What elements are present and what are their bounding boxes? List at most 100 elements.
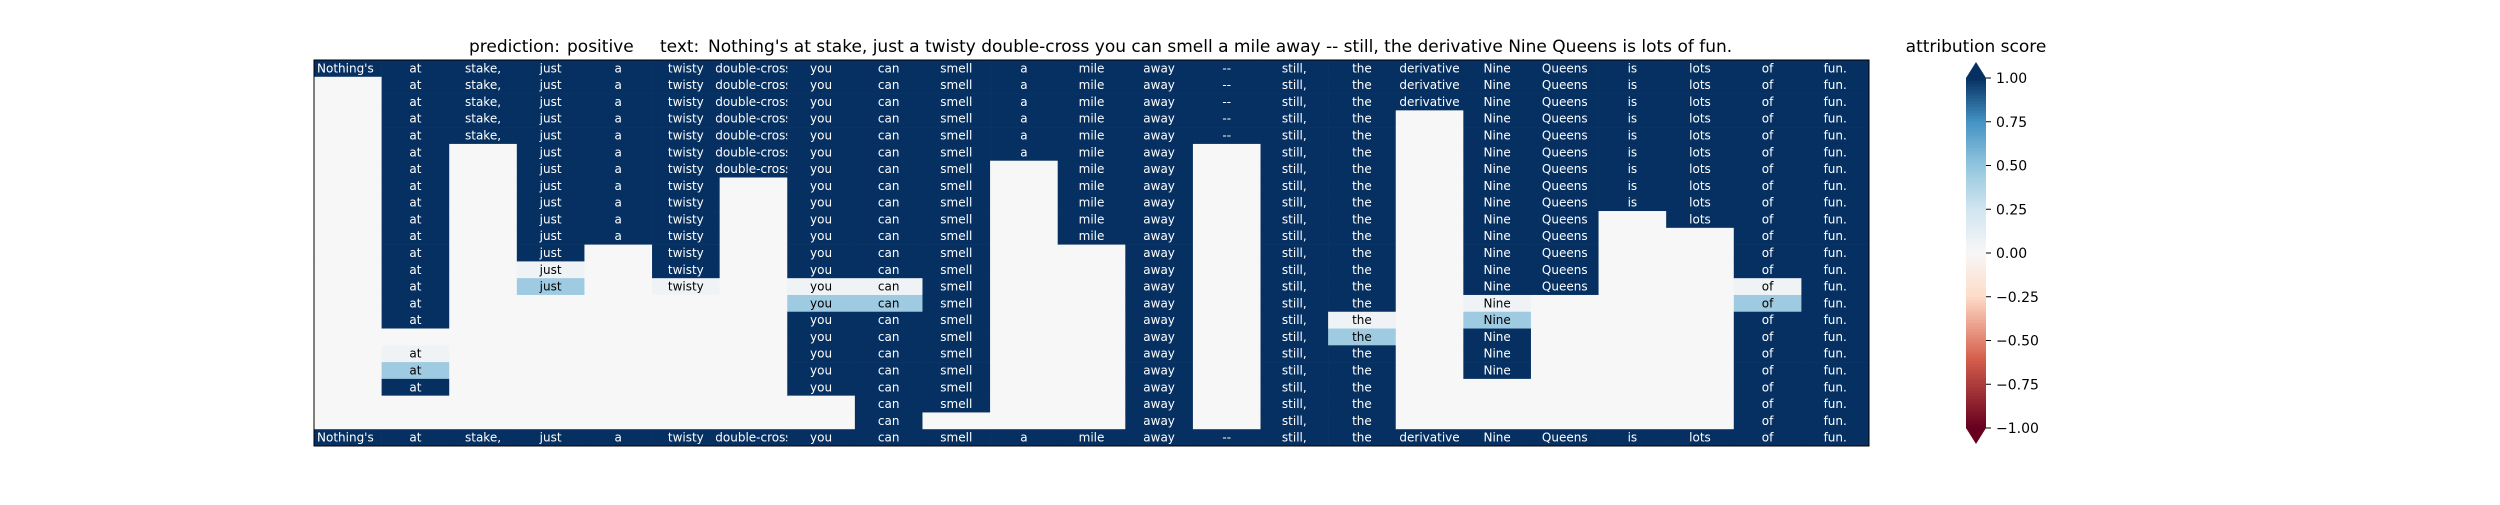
heatmap-cell: [922, 211, 991, 229]
heatmap-cell: [854, 294, 923, 313]
heatmap-cell: [314, 143, 382, 161]
heatmap-cell: [1192, 177, 1261, 195]
heatmap-cell-label: you: [810, 347, 832, 361]
heatmap-cell: [1733, 143, 1802, 161]
heatmap-cell-label: away: [1143, 296, 1175, 310]
heatmap-cell-label: fun.: [1824, 246, 1847, 260]
heatmap-cell: [314, 261, 382, 279]
colorbar-segment: [1966, 314, 1986, 318]
heatmap-cell: [381, 311, 450, 329]
heatmap-cell: [787, 76, 856, 94]
heatmap-cell: [1192, 362, 1261, 380]
heatmap-cell: [719, 311, 788, 329]
heatmap-cell-label: at: [409, 179, 421, 193]
colorbar-segment: [1966, 232, 1986, 236]
heatmap-cell: [1125, 278, 1194, 296]
heatmap-cell: [584, 244, 653, 262]
heatmap-cell: [1598, 227, 1667, 245]
heatmap-cell-label: away: [1143, 112, 1175, 126]
heatmap-cell: [1598, 60, 1667, 78]
heatmap-cell: [1260, 378, 1329, 396]
heatmap-cell: [1057, 378, 1126, 396]
colorbar-segment: [1966, 346, 1986, 350]
colorbar-segment: [1966, 209, 1986, 213]
heatmap-cell: [922, 177, 991, 195]
heatmap-cell: [516, 429, 585, 447]
heatmap-cell: [1125, 227, 1194, 245]
heatmap-cell: [787, 227, 856, 245]
heatmap-cell: [381, 294, 450, 313]
colorbar-tick-label: −1.00: [1996, 421, 2039, 437]
colorbar-segment: [1966, 267, 1986, 271]
heatmap-cell: [652, 395, 720, 413]
heatmap-cell: [1192, 429, 1261, 447]
heatmap-cell-label: the: [1352, 129, 1372, 143]
heatmap-cell: [652, 362, 720, 380]
colorbar-tick-label: 1.00: [1996, 71, 2027, 87]
heatmap-cell-label: mile: [1079, 112, 1105, 126]
heatmap-cell: [1328, 211, 1397, 229]
heatmap-cell-label: twisty: [668, 179, 704, 193]
heatmap-cell: [1666, 60, 1735, 78]
heatmap-cell-label: Queens: [1542, 78, 1588, 92]
heatmap-cell: [1057, 345, 1126, 363]
heatmap-cell: [854, 395, 923, 413]
heatmap-cell-label: can: [878, 363, 900, 377]
heatmap-cell-label: just: [539, 212, 562, 226]
heatmap-cell: [1463, 244, 1532, 262]
heatmap-cell: [1530, 211, 1599, 229]
heatmap-cell: [719, 412, 788, 430]
heatmap-cell: [1733, 110, 1802, 128]
heatmap-cell: [922, 194, 991, 212]
heatmap-cell-label: smell: [940, 162, 972, 176]
heatmap-cell: [1260, 160, 1329, 178]
heatmap-cell: [990, 362, 1058, 380]
heatmap-cell-label: away: [1143, 179, 1175, 193]
heatmap-cell: [719, 294, 788, 313]
heatmap-cell: [652, 177, 720, 195]
heatmap-cell: [1057, 93, 1126, 111]
colorbar-segment: [1966, 250, 1986, 254]
heatmap-cell-label: fun.: [1824, 414, 1847, 428]
heatmap-cell: [1395, 127, 1464, 145]
heatmap-cell: [1057, 194, 1126, 212]
title-text-label: text:: [660, 37, 699, 57]
heatmap-cell-label: still,: [1282, 414, 1307, 428]
heatmap-cell: [1125, 76, 1194, 94]
heatmap-cell-label: lots: [1689, 145, 1711, 159]
colorbar-segment: [1966, 83, 1986, 88]
heatmap-cell: [314, 60, 382, 78]
colorbar-segment: [1966, 92, 1986, 96]
heatmap-cell-label: just: [539, 112, 562, 126]
heatmap-cell: [449, 278, 518, 296]
heatmap-cell: [1395, 244, 1464, 262]
heatmap-cell-label: away: [1143, 246, 1175, 260]
heatmap-cell: [1395, 110, 1464, 128]
heatmap-cell: [1530, 110, 1599, 128]
heatmap-cell: [922, 127, 991, 145]
heatmap-cell-label: smell: [940, 347, 972, 361]
colorbar-tick-label: 0.25: [1996, 202, 2027, 218]
heatmap-cell: [1598, 194, 1667, 212]
colorbar-segment: [1966, 241, 1986, 245]
heatmap-cell: [516, 294, 585, 313]
heatmap-cell: [787, 93, 856, 111]
heatmap-cell-label: Queens: [1542, 229, 1588, 243]
heatmap-cell: [1733, 261, 1802, 279]
heatmap-cell: [1530, 278, 1599, 296]
heatmap-cell: [516, 362, 585, 380]
colorbar-segment: [1966, 401, 1986, 406]
heatmap-cell-label: stake,: [465, 95, 501, 109]
heatmap-cell: [787, 211, 856, 229]
heatmap-cell: [1463, 311, 1532, 329]
heatmap-cell: [854, 110, 923, 128]
heatmap-cell-label: derivative: [1399, 431, 1459, 445]
heatmap-cell: [1192, 294, 1261, 313]
colorbar-segment: [1966, 320, 1986, 324]
heatmap-cell: [1463, 160, 1532, 178]
heatmap-cell-label: smell: [940, 296, 972, 310]
heatmap-cell: [1192, 60, 1261, 78]
heatmap-cell-label: lots: [1689, 212, 1711, 226]
heatmap-cell: [1463, 294, 1532, 313]
heatmap-cell-label: a: [615, 431, 622, 445]
